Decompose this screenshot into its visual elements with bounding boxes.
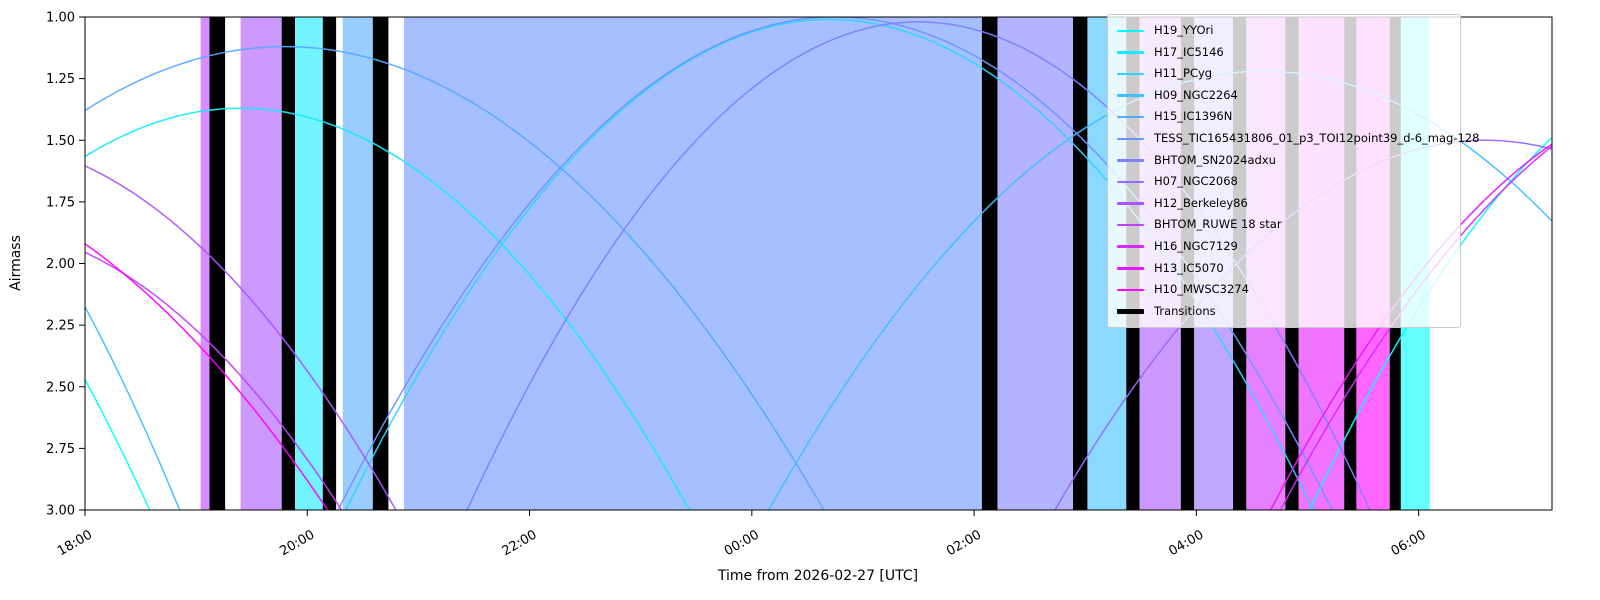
schedule-band — [295, 17, 323, 510]
legend-line-swatch — [1117, 72, 1144, 76]
x-tick-label: 02:00 — [944, 527, 984, 559]
x-tick-label: 18:00 — [55, 527, 95, 559]
y-tick-label: 3.00 — [46, 504, 75, 519]
schedule-band — [342, 17, 373, 510]
x-tick-label: 04:00 — [1166, 527, 1206, 559]
legend-line-swatch — [1117, 223, 1144, 227]
legend-line-swatch — [1117, 309, 1144, 315]
schedule-band — [200, 17, 210, 510]
legend-item: H16_NGC7129 — [1117, 236, 1451, 258]
airmass-curve — [85, 306, 181, 510]
schedule-band — [997, 17, 1073, 510]
y-axis-ticks: 1.00 1.25 1.50 1.75 2.00 2.25 2.50 2.75 3.00 — [46, 11, 85, 519]
transition-band — [281, 17, 295, 510]
legend-item: BHTOM_RUWE 18 star — [1117, 214, 1451, 236]
legend-item-label: TESS_TIC165431806_01_p3_TOI12point39_d-6… — [1154, 131, 1480, 146]
airmass-curve — [85, 251, 343, 510]
x-tick-label: 22:00 — [500, 527, 540, 559]
transition-band — [322, 17, 337, 510]
legend-line-swatch — [1117, 115, 1144, 119]
legend-item: H17_IC5146 — [1117, 42, 1451, 64]
y-tick-label: 2.50 — [46, 380, 75, 395]
legend-line-swatch — [1117, 245, 1144, 248]
legend-line-swatch — [1117, 267, 1144, 270]
legend: H19_YYOri H17_IC5146 H11_PCyg H09_NGC2264 H1… — [1107, 14, 1479, 329]
legend-item-label: H17_IC5146 — [1154, 44, 1224, 59]
legend-item-label: H15_IC1396N — [1154, 109, 1233, 124]
airmass-curve — [85, 378, 151, 510]
airmass-curve — [85, 107, 691, 510]
y-tick-label: 1.50 — [46, 134, 75, 149]
legend-item: H19_YYOri — [1117, 20, 1451, 42]
y-tick-label: 1.25 — [46, 72, 75, 87]
transition-band — [1073, 17, 1088, 510]
airmass-curve — [85, 243, 329, 510]
y-axis-label: Airmass — [8, 235, 24, 291]
transition-band — [372, 17, 389, 510]
x-tick-label: 06:00 — [1389, 527, 1429, 559]
schedule-band — [404, 17, 982, 510]
x-tick-label: 20:00 — [277, 527, 317, 559]
legend-item-label: Transitions — [1154, 303, 1216, 318]
legend-line-swatch — [1117, 288, 1144, 292]
x-axis-ticks: 18:00 20:00 22:00 00:00 02:00 04:00 06:00 — [55, 510, 1429, 559]
y-tick-label: 2.00 — [46, 257, 75, 272]
legend-item-label: H11_PCyg — [1154, 66, 1213, 81]
legend-item-label: H07_NGC2068 — [1154, 174, 1238, 189]
legend-item: H15_IC1396N — [1117, 106, 1451, 128]
legend-line-swatch — [1117, 180, 1144, 184]
legend-item-label: H09_NGC2264 — [1154, 87, 1238, 102]
legend-item-label: H19_YYOri — [1154, 23, 1214, 38]
legend-line-swatch — [1117, 202, 1144, 205]
y-tick-label: 2.25 — [46, 319, 75, 334]
y-tick-label: 1.00 — [46, 11, 75, 26]
legend-item: TESS_TIC165431806_01_p3_TOI12point39_d-6… — [1117, 128, 1479, 150]
airmass-curve — [85, 45, 825, 510]
legend-item-label: H12_Berkeley86 — [1154, 195, 1248, 210]
legend-line-swatch — [1117, 94, 1144, 97]
legend-item-label: H13_IC5070 — [1154, 260, 1224, 275]
x-tick-label: 00:00 — [722, 527, 762, 559]
transition-band — [981, 17, 998, 510]
airmass-curve — [85, 165, 397, 510]
legend-line-swatch — [1117, 29, 1144, 33]
legend-item-label: BHTOM_SN2024adxu — [1154, 152, 1276, 167]
legend-line-swatch — [1117, 51, 1144, 54]
legend-item: H12_Berkeley86 — [1117, 193, 1451, 215]
legend-item: Transitions — [1117, 301, 1451, 323]
legend-item: H13_IC5070 — [1117, 258, 1451, 280]
legend-item: H10_MWSC3274 — [1117, 279, 1451, 301]
legend-item: H09_NGC2264 — [1117, 85, 1451, 107]
legend-line-swatch — [1117, 159, 1144, 162]
legend-line-swatch — [1117, 137, 1144, 141]
legend-item: H07_NGC2068 — [1117, 171, 1451, 193]
legend-item-label: H10_MWSC3274 — [1154, 282, 1249, 297]
legend-item-label: BHTOM_RUWE 18 star — [1154, 217, 1282, 232]
legend-item-label: H16_NGC7129 — [1154, 238, 1238, 253]
schedule-band — [240, 17, 282, 510]
y-tick-label: 1.75 — [46, 195, 75, 210]
x-axis-label: Time from 2026-02-27 [UTC] — [717, 568, 918, 584]
legend-item: H11_PCyg — [1117, 63, 1451, 85]
y-tick-label: 2.75 — [46, 442, 75, 457]
legend-item: BHTOM_SN2024adxu — [1117, 150, 1451, 172]
